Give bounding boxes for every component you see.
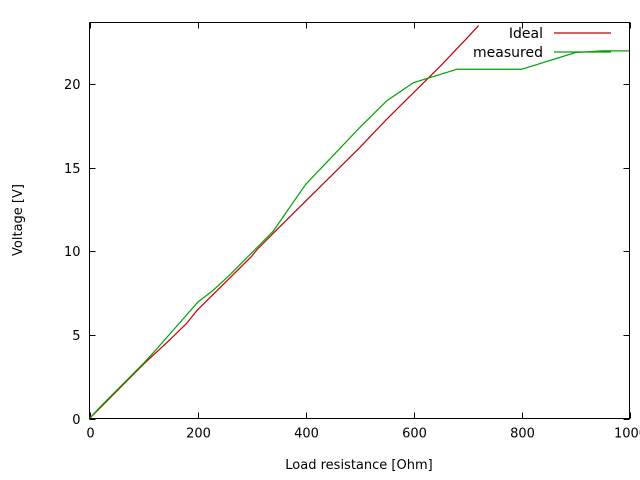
y-axis-ticks bbox=[89, 84, 630, 420]
x-tick-label: 0 bbox=[86, 427, 94, 442]
y-tick-label: 0 bbox=[72, 413, 80, 428]
y-tick-label: 15 bbox=[64, 162, 81, 177]
plot-frame bbox=[89, 22, 630, 419]
series-line-measured bbox=[89, 50, 630, 419]
x-tick-label: 600 bbox=[402, 427, 427, 442]
plot-border bbox=[89, 22, 630, 419]
x-tick-label: 800 bbox=[510, 427, 535, 442]
y-axis-tick-labels: 0 5 10 15 20 bbox=[64, 78, 81, 428]
y-axis-title: Voltage [V] bbox=[11, 184, 26, 256]
x-tick-label: 400 bbox=[294, 427, 319, 442]
y-tick-label: 5 bbox=[72, 329, 80, 344]
y-tick-label: 10 bbox=[64, 245, 81, 260]
y-tick-label: 20 bbox=[64, 78, 81, 93]
series-line-ideal bbox=[89, 25, 479, 419]
x-tick-label: 200 bbox=[186, 427, 211, 442]
data-series-group bbox=[89, 25, 630, 419]
legend-label-ideal: Ideal bbox=[509, 26, 543, 42]
x-axis-ticks bbox=[90, 22, 631, 419]
legend-label-measured: measured bbox=[473, 45, 543, 61]
chart-legend: Ideal measured bbox=[473, 26, 611, 61]
x-axis-title: Load resistance [Ohm] bbox=[285, 458, 432, 473]
